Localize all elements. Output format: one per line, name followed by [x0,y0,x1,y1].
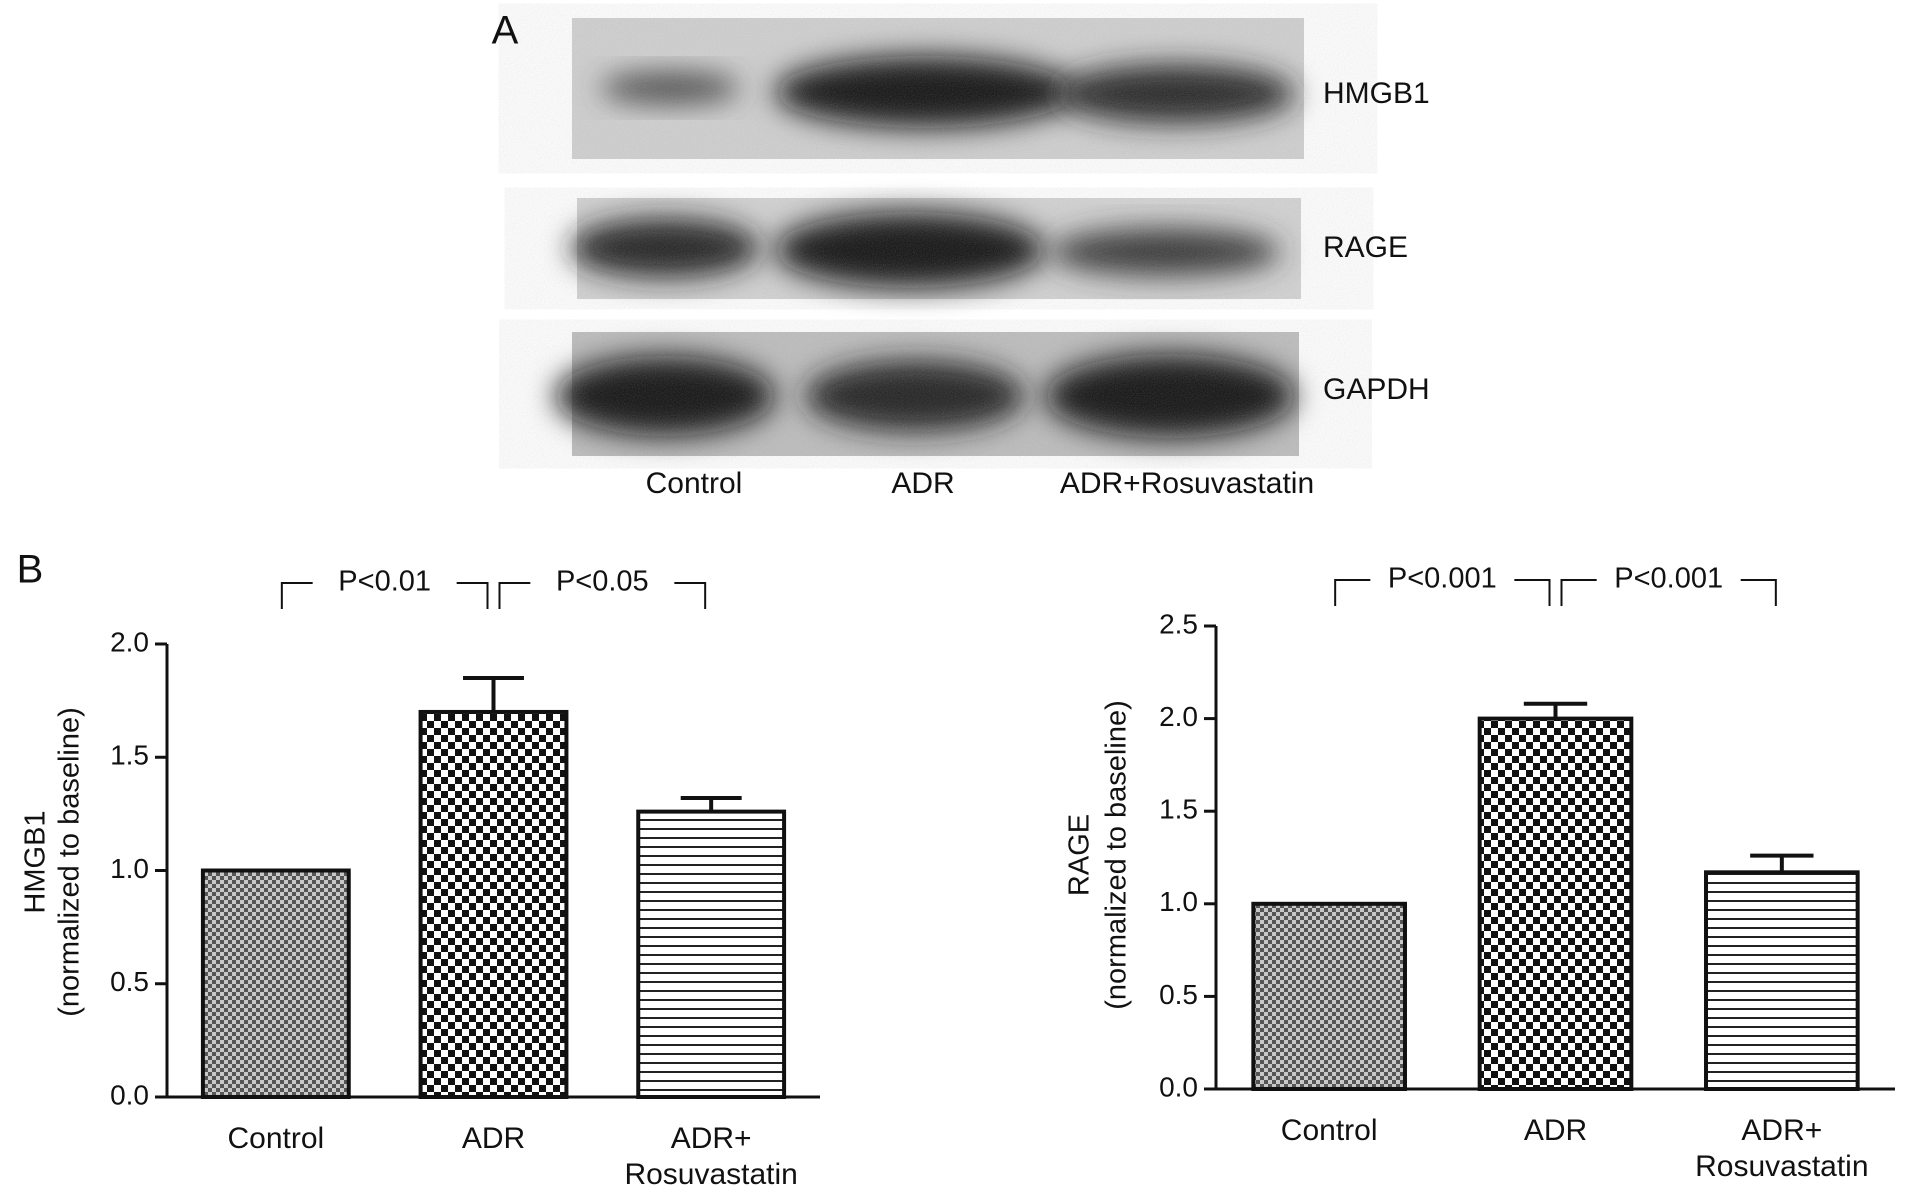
y-tick-label: 1.0 [110,853,149,884]
y-axis-label: RAGE [1064,814,1096,896]
y-tick-label: 0.0 [1159,1071,1198,1102]
x-tick-label: ADR [1523,1114,1588,1147]
y-tick-label: 0.5 [110,966,149,997]
x-tick-label: Control [227,1122,325,1155]
bar [200,868,351,1099]
bracket-gap [1370,564,1515,596]
y-tick-label: 2.0 [1159,701,1198,732]
blot-images [555,18,1304,456]
y-tick-label: 0.0 [110,1079,149,1110]
bar [1477,716,1634,1091]
y-tick-label: 2.5 [1159,608,1198,639]
bracket-gap [1596,564,1741,596]
band-label: GAPDH [1323,373,1430,406]
x-tick-label: ADR [461,1122,526,1155]
band-label: RAGE [1323,231,1408,264]
y-axis-label: (normalized to baseline) [1101,700,1133,1009]
significance-label: P<0.01 [338,566,431,598]
y-axis-label: HMGB1 [20,810,52,913]
x-tick-label: ADR+ Rosuvastatin [1695,1114,1869,1183]
lane-label: ADR+Rosuvastatin [1060,467,1314,500]
y-tick-label: 2.0 [110,626,149,657]
bar [1251,901,1407,1091]
y-tick-label: 1.5 [110,740,149,771]
significance-label: P<0.001 [1614,563,1723,595]
y-tick-label: 1.5 [1159,794,1198,825]
x-tick-label: Control [1280,1114,1378,1147]
bar [636,809,787,1099]
lane-label: ADR [891,467,954,500]
bar [1704,870,1860,1091]
band-label: HMGB1 [1323,77,1430,110]
y-axis-label: (normalized to baseline) [54,707,86,1016]
bar [418,709,569,1099]
panel-label: A [492,9,519,53]
x-tick-label: ADR+ Rosuvastatin [624,1122,798,1191]
y-tick-label: 0.5 [1159,979,1198,1010]
bracket-gap [312,567,457,599]
lane-label: Control [646,467,743,500]
significance-label: P<0.05 [556,566,649,598]
panel-label: B [17,548,44,592]
y-tick-label: 1.0 [1159,886,1198,917]
bracket-gap [530,567,675,599]
significance-label: P<0.001 [1388,563,1497,595]
